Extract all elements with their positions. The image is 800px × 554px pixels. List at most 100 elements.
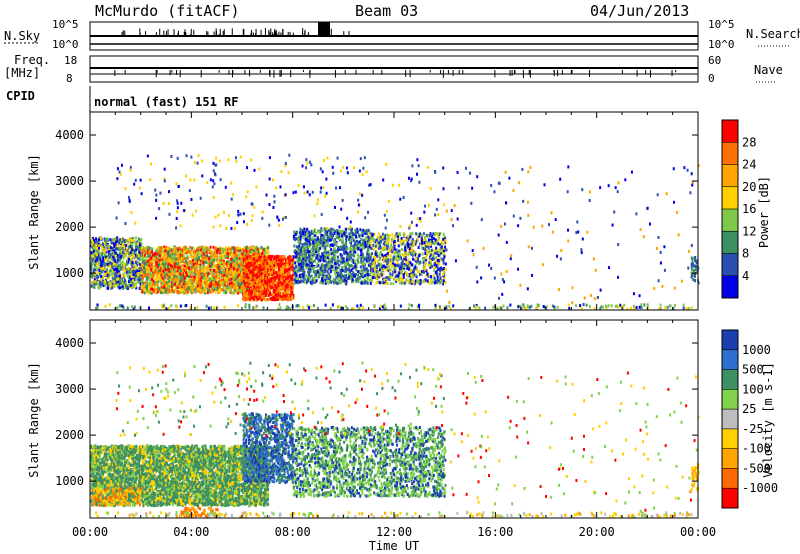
power-echo bbox=[242, 280, 245, 284]
power-echo bbox=[100, 270, 103, 274]
power-echo bbox=[208, 257, 211, 261]
power-echo bbox=[288, 282, 291, 286]
power-echo bbox=[179, 272, 182, 276]
power-echo bbox=[265, 282, 268, 286]
power-echo bbox=[131, 270, 134, 274]
power-echo bbox=[208, 249, 211, 253]
power-echo bbox=[245, 266, 248, 270]
power-echo bbox=[116, 260, 119, 264]
power-echo bbox=[237, 253, 240, 257]
power-echo bbox=[238, 273, 241, 277]
power-echo bbox=[275, 280, 278, 284]
power-echo bbox=[268, 262, 271, 266]
power-echo bbox=[219, 270, 222, 274]
power-echo bbox=[106, 271, 109, 275]
power-echo bbox=[229, 252, 232, 256]
power-echo bbox=[150, 256, 153, 260]
power-echo bbox=[153, 264, 156, 268]
power-echo bbox=[230, 281, 233, 285]
power-echo bbox=[133, 267, 136, 271]
power-echo bbox=[176, 280, 179, 284]
power-echo bbox=[186, 281, 189, 285]
power-echo bbox=[279, 256, 282, 260]
power-echo bbox=[212, 263, 215, 267]
power-echo bbox=[258, 256, 261, 260]
power-echo bbox=[152, 260, 155, 264]
power-echo bbox=[101, 247, 104, 251]
power-echo bbox=[116, 240, 119, 244]
power-echo bbox=[267, 246, 270, 250]
power-echo bbox=[165, 252, 168, 256]
power-echo bbox=[150, 264, 153, 268]
power-echo bbox=[169, 283, 172, 287]
power-echo bbox=[96, 259, 99, 263]
power-echo bbox=[214, 285, 217, 289]
power-echo bbox=[199, 268, 202, 272]
power-echo bbox=[125, 270, 128, 274]
power-echo bbox=[183, 274, 186, 278]
power-echo bbox=[138, 250, 141, 254]
power-echo bbox=[221, 277, 224, 281]
power-echo bbox=[230, 267, 233, 271]
power-echo bbox=[345, 237, 348, 241]
power-echo bbox=[223, 267, 226, 271]
power-echo bbox=[207, 281, 210, 285]
power-echo bbox=[197, 282, 200, 286]
power-echo bbox=[170, 267, 173, 271]
power-echo bbox=[250, 250, 253, 254]
power-echo bbox=[129, 251, 132, 255]
power-echo bbox=[113, 268, 116, 272]
power-echo bbox=[251, 255, 254, 259]
power-echo bbox=[92, 262, 95, 266]
power-echo bbox=[236, 257, 239, 261]
power-echo bbox=[90, 251, 93, 255]
power-echo bbox=[248, 265, 251, 269]
power-echo bbox=[100, 274, 103, 278]
power-echo bbox=[118, 272, 121, 276]
power-echo bbox=[117, 277, 120, 281]
power-echo bbox=[219, 279, 222, 283]
power-echo bbox=[155, 278, 158, 282]
power-echo bbox=[273, 271, 276, 275]
power-echo bbox=[171, 264, 174, 268]
power-echo bbox=[135, 286, 138, 290]
power-echo bbox=[193, 247, 196, 251]
power-echo bbox=[109, 238, 112, 242]
power-echo bbox=[166, 264, 169, 268]
power-echo bbox=[258, 276, 261, 280]
power-echo bbox=[98, 240, 101, 244]
power-echo bbox=[239, 279, 242, 283]
power-echo bbox=[188, 271, 191, 275]
power-echo bbox=[159, 286, 162, 290]
power-echo bbox=[220, 274, 223, 278]
power-echo bbox=[126, 248, 129, 252]
power-echo bbox=[135, 261, 138, 265]
power-echo bbox=[206, 264, 209, 268]
power-echo bbox=[194, 262, 197, 266]
power-echo bbox=[199, 273, 202, 277]
power-echo bbox=[278, 262, 281, 266]
power-echo bbox=[195, 275, 198, 279]
power-echo bbox=[181, 247, 184, 251]
power-echo bbox=[144, 255, 147, 259]
power-echo bbox=[288, 262, 291, 266]
power-echo bbox=[143, 288, 146, 292]
power-echo bbox=[261, 257, 264, 261]
power-echo bbox=[116, 275, 119, 279]
power-echo bbox=[157, 255, 160, 259]
power-echo bbox=[111, 274, 114, 278]
power-echo bbox=[160, 279, 163, 283]
power-echo bbox=[158, 263, 161, 267]
power-echo bbox=[147, 289, 150, 293]
power-echo bbox=[224, 246, 227, 250]
power-echo bbox=[108, 254, 111, 258]
power-echo bbox=[175, 285, 178, 289]
power-echo bbox=[178, 246, 181, 250]
power-echo bbox=[115, 240, 118, 244]
power-echo bbox=[255, 259, 258, 263]
power-echo bbox=[153, 252, 156, 256]
power-echo bbox=[217, 275, 220, 279]
power-echo bbox=[263, 258, 266, 262]
power-echo bbox=[272, 274, 275, 278]
power-echo bbox=[191, 269, 194, 273]
